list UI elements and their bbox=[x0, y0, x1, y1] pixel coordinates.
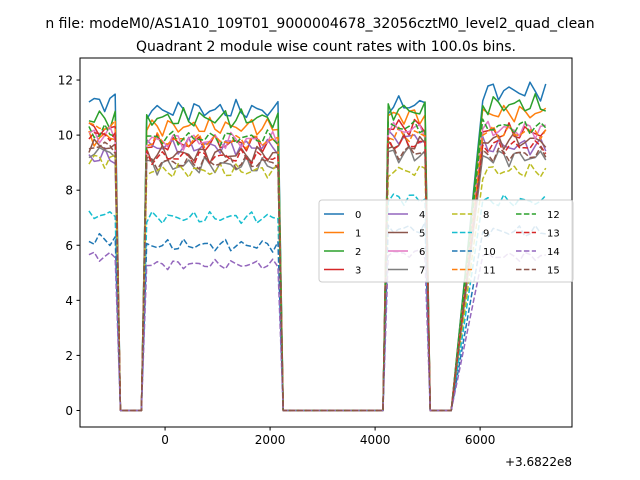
legend-label-2: 2 bbox=[355, 247, 361, 258]
x-tick-label: 2000 bbox=[255, 433, 286, 447]
legend-label-9: 9 bbox=[483, 229, 489, 240]
legend-label-3: 3 bbox=[355, 266, 361, 277]
y-tick-label: 0 bbox=[65, 404, 73, 418]
legend-label-7: 7 bbox=[419, 266, 425, 277]
legend-label-1: 1 bbox=[355, 229, 361, 240]
chart-title: Quadrant 2 module wise count rates with … bbox=[136, 39, 516, 55]
y-tick-label: 4 bbox=[65, 294, 73, 308]
y-axis: 0 2 4 6 8 10 12 bbox=[58, 74, 80, 418]
legend-label-8: 8 bbox=[483, 210, 489, 221]
y-tick-label: 2 bbox=[65, 349, 73, 363]
legend-label-12: 12 bbox=[547, 210, 560, 221]
legend-label-4: 4 bbox=[419, 210, 425, 221]
y-tick-label: 12 bbox=[58, 74, 73, 88]
y-tick-label: 6 bbox=[65, 239, 73, 253]
legend-label-11: 11 bbox=[483, 266, 496, 277]
legend-label-15: 15 bbox=[547, 266, 560, 277]
y-tick-label: 8 bbox=[65, 184, 73, 198]
legend-frame bbox=[318, 199, 574, 283]
legend-label-0: 0 bbox=[355, 210, 361, 221]
legend-label-10: 10 bbox=[483, 247, 496, 258]
x-axis: 0 2000 4000 6000 bbox=[161, 427, 495, 447]
legend-label-6: 6 bbox=[419, 247, 425, 258]
x-tick-label: 4000 bbox=[360, 433, 391, 447]
x-tick-label: 6000 bbox=[465, 433, 496, 447]
x-tick-label: 0 bbox=[161, 433, 169, 447]
legend-label-13: 13 bbox=[547, 229, 560, 240]
legend-label-14: 14 bbox=[547, 247, 560, 258]
suptitle: n file: modeM0/AS1A10_109T01_9000004678_… bbox=[45, 16, 594, 32]
plot-lines bbox=[88, 81, 547, 412]
series-line-15 bbox=[88, 141, 547, 412]
y-tick-label: 10 bbox=[58, 129, 73, 143]
x-offset-label: +3.6822e8 bbox=[505, 455, 572, 469]
legend-label-5: 5 bbox=[419, 229, 425, 240]
